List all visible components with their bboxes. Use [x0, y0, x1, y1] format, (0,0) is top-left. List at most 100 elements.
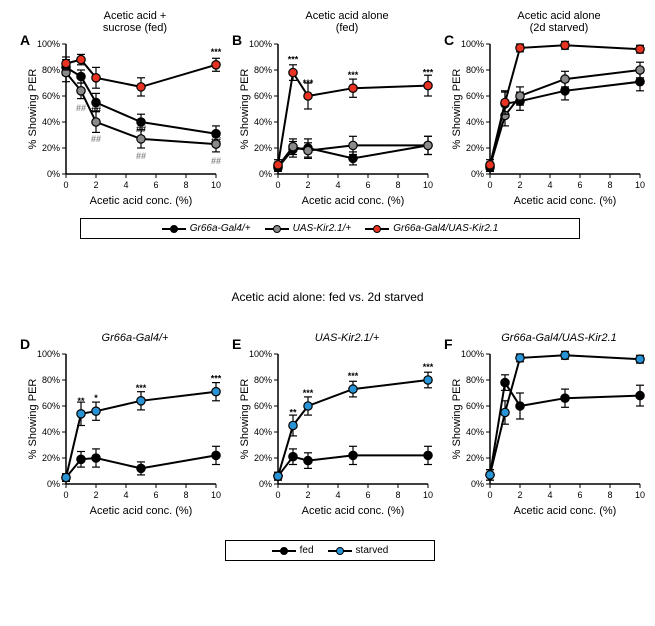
svg-text:2: 2: [517, 490, 522, 500]
svg-text:40%: 40%: [42, 427, 60, 437]
marker: [212, 61, 220, 69]
svg-text:60%: 60%: [254, 401, 272, 411]
svg-text:60%: 60%: [466, 91, 484, 101]
marker: [77, 410, 85, 418]
chart-A: 0%20%40%60%80%100%0246810Acetic acid con…: [24, 38, 224, 208]
svg-text:20%: 20%: [466, 453, 484, 463]
svg-text:2: 2: [517, 180, 522, 190]
svg-text:***: ***: [211, 47, 222, 57]
svg-text:0%: 0%: [259, 169, 272, 179]
svg-text:*: *: [94, 393, 98, 403]
svg-text:6: 6: [153, 180, 158, 190]
svg-text:***: ***: [348, 371, 359, 381]
marker: [516, 354, 524, 362]
marker: [62, 59, 70, 67]
svg-text:Acetic acid conc. (%): Acetic acid conc. (%): [302, 195, 405, 207]
row2-title: Acetic acid alone: fed vs. 2d starved: [0, 290, 655, 304]
svg-text:##: ##: [91, 134, 101, 144]
marker: [304, 402, 312, 410]
svg-text:80%: 80%: [254, 65, 272, 75]
marker: [561, 351, 569, 359]
panel-subtitle-F: Gr66a-Gal4/UAS-Kir2.1: [464, 332, 654, 344]
svg-text:0: 0: [487, 490, 492, 500]
svg-text:40%: 40%: [254, 117, 272, 127]
marker: [349, 154, 357, 162]
svg-text:% Showing PER: % Showing PER: [239, 69, 251, 150]
chart-C: 0%20%40%60%80%100%0246810Acetic acid con…: [448, 38, 648, 208]
marker: [516, 92, 524, 100]
svg-text:0%: 0%: [47, 169, 60, 179]
marker: [77, 55, 85, 63]
marker: [516, 402, 524, 410]
marker: [92, 454, 100, 462]
svg-text:***: ***: [303, 78, 314, 88]
svg-text:8: 8: [607, 180, 612, 190]
svg-text:100%: 100%: [461, 39, 484, 49]
svg-text:6: 6: [365, 490, 370, 500]
legend-item: UAS-Kir2.1/+: [265, 223, 352, 234]
marker: [349, 451, 357, 459]
svg-text:% Showing PER: % Showing PER: [451, 69, 463, 150]
svg-text:20%: 20%: [466, 143, 484, 153]
marker: [636, 78, 644, 86]
svg-text:0%: 0%: [471, 479, 484, 489]
legend-label: starved: [356, 545, 389, 556]
svg-text:*: *: [518, 348, 522, 350]
svg-text:80%: 80%: [466, 375, 484, 385]
svg-text:0: 0: [275, 180, 280, 190]
svg-text:20%: 20%: [254, 453, 272, 463]
svg-text:80%: 80%: [466, 65, 484, 75]
svg-text:2: 2: [305, 180, 310, 190]
marker: [636, 66, 644, 74]
svg-text:% Showing PER: % Showing PER: [27, 69, 39, 150]
svg-text:***: ***: [303, 388, 314, 398]
svg-text:0%: 0%: [47, 479, 60, 489]
marker: [212, 140, 220, 148]
svg-text:20%: 20%: [42, 453, 60, 463]
svg-text:Acetic acid conc. (%): Acetic acid conc. (%): [514, 195, 617, 207]
marker: [636, 355, 644, 363]
panel-subtitle-E: UAS-Kir2.1/+: [252, 332, 442, 344]
svg-text:100%: 100%: [37, 39, 60, 49]
marker: [424, 376, 432, 384]
svg-text:***: ***: [136, 383, 147, 393]
svg-text:8: 8: [183, 490, 188, 500]
panel-title-A: Acetic acid + sucrose (fed): [50, 10, 220, 34]
svg-text:6: 6: [577, 180, 582, 190]
marker: [77, 455, 85, 463]
marker: [424, 141, 432, 149]
marker: [501, 98, 509, 106]
svg-text:% Showing PER: % Showing PER: [239, 379, 251, 460]
svg-text:% Showing PER: % Showing PER: [27, 379, 39, 460]
svg-text:8: 8: [395, 490, 400, 500]
svg-text:***: ***: [288, 55, 299, 65]
svg-text:4: 4: [335, 180, 340, 190]
svg-text:100%: 100%: [249, 349, 272, 359]
svg-text:Acetic acid conc. (%): Acetic acid conc. (%): [90, 505, 193, 517]
svg-text:***: ***: [515, 38, 526, 40]
marker: [212, 451, 220, 459]
svg-text:Acetic acid conc. (%): Acetic acid conc. (%): [302, 505, 405, 517]
legend-genotype: Gr66a-Gal4/+UAS-Kir2.1/+Gr66a-Gal4/UAS-K…: [80, 218, 580, 239]
svg-text:10: 10: [211, 180, 221, 190]
marker: [92, 118, 100, 126]
panel-subtitle-D: Gr66a-Gal4/+: [40, 332, 230, 344]
svg-text:Acetic acid conc. (%): Acetic acid conc. (%): [90, 195, 193, 207]
svg-text:4: 4: [547, 180, 552, 190]
svg-text:100%: 100%: [461, 349, 484, 359]
svg-text:***: ***: [211, 374, 222, 384]
marker: [289, 453, 297, 461]
svg-text:**: **: [77, 396, 85, 406]
legend-label: fed: [300, 545, 314, 556]
svg-text:8: 8: [607, 490, 612, 500]
svg-text:40%: 40%: [42, 117, 60, 127]
chart-E: 0%20%40%60%80%100%0246810Acetic acid con…: [236, 348, 436, 518]
marker: [561, 394, 569, 402]
svg-text:4: 4: [335, 490, 340, 500]
svg-text:**: **: [289, 408, 297, 418]
marker: [501, 408, 509, 416]
svg-text:10: 10: [635, 490, 645, 500]
panel-title-B: Acetic acid alone (fed): [262, 10, 432, 34]
svg-text:10: 10: [635, 180, 645, 190]
marker: [349, 141, 357, 149]
